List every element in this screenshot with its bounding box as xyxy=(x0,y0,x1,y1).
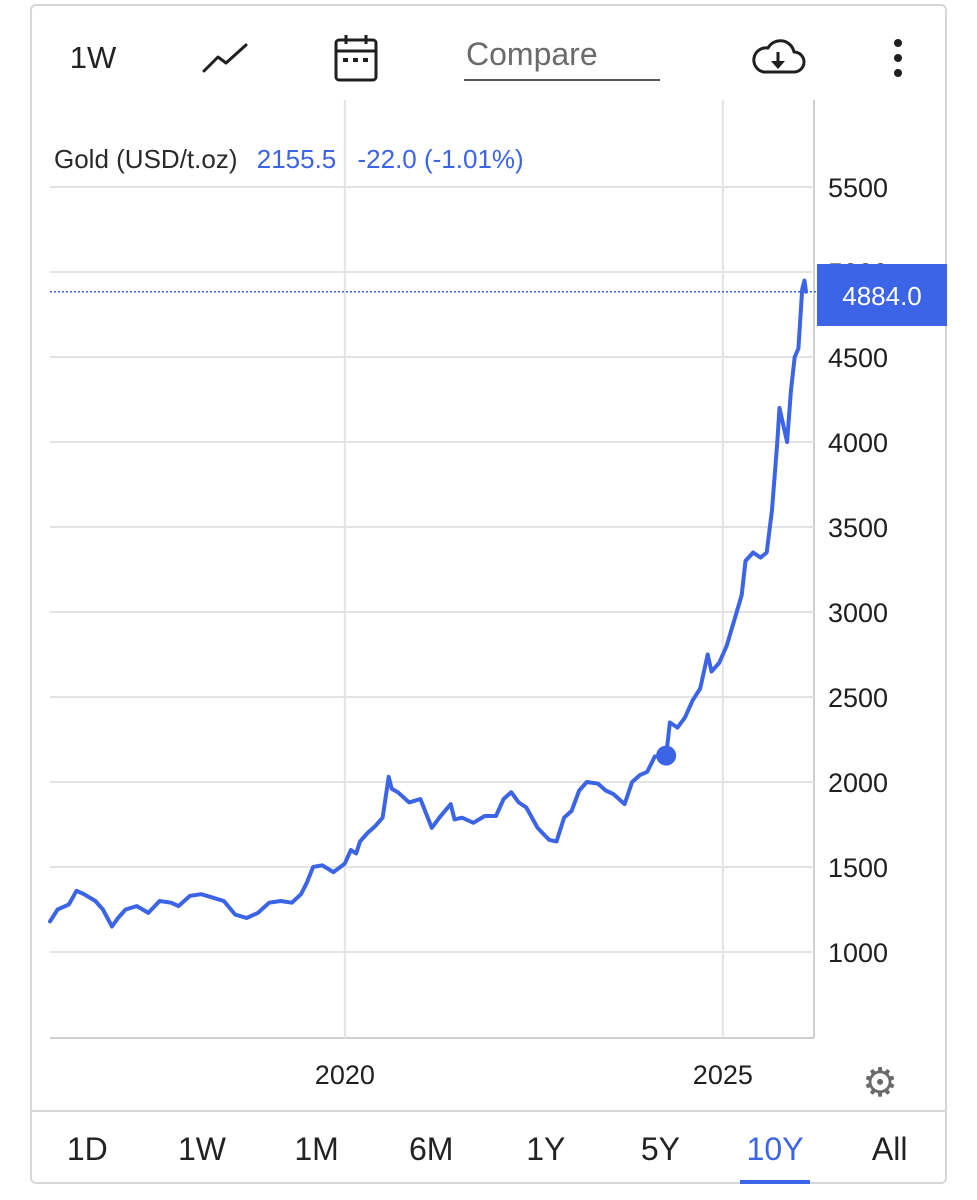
y-tick-label: 4000 xyxy=(828,428,888,458)
interval-selector[interactable]: 1W xyxy=(58,6,128,110)
grid xyxy=(50,100,815,1039)
y-tick-label: 1000 xyxy=(828,938,888,968)
chart-type-button[interactable] xyxy=(196,6,256,110)
y-tick-label: 1500 xyxy=(828,853,888,883)
more-options-button[interactable] xyxy=(880,6,916,110)
gold-price-line xyxy=(48,278,808,929)
y-tick-label: 3500 xyxy=(828,513,888,543)
gear-icon: ⚙ xyxy=(862,1060,898,1106)
settings-button[interactable]: ⚙ xyxy=(862,1060,898,1106)
current-price-tag: 4884.0 xyxy=(817,264,947,326)
download-button[interactable] xyxy=(748,6,808,110)
calendar-icon xyxy=(334,35,378,82)
range-button-5y[interactable]: 5Y xyxy=(640,1130,680,1167)
date-range-button[interactable] xyxy=(328,6,384,110)
axis-labels: 1000150020002500300035004000450050005500… xyxy=(315,173,888,1090)
range-button-6m[interactable]: 6M xyxy=(408,1130,454,1167)
series-layer xyxy=(48,278,817,929)
legend-name: Gold (USD/t.oz) xyxy=(54,144,238,174)
legend-value: 2155.5 xyxy=(257,144,337,174)
chart-widget: 1W xyxy=(30,4,947,1184)
range-button-1m[interactable]: 1M xyxy=(294,1130,339,1167)
y-tick-label: 3000 xyxy=(828,598,888,628)
range-button-1w[interactable]: 1W xyxy=(177,1130,226,1167)
y-tick-label: 2500 xyxy=(828,683,888,713)
legend-change: -22.0 (-1.01%) xyxy=(358,144,524,174)
y-tick-label: 2000 xyxy=(828,768,888,798)
more-vertical-icon xyxy=(894,39,902,77)
highlight-point xyxy=(656,745,677,766)
line-chart-icon xyxy=(202,43,248,73)
range-button-1d[interactable]: 1D xyxy=(66,1130,108,1167)
price-chart: 1000150020002500300035004000450050005500… xyxy=(48,100,947,1106)
range-selector: 1D 1W 1M 6M 1Y 5Y 10Y All xyxy=(30,1110,947,1186)
compare-input[interactable] xyxy=(464,35,660,81)
range-button-1y[interactable]: 1Y xyxy=(526,1130,566,1167)
x-tick-label: 2020 xyxy=(315,1060,375,1090)
y-tick-label: 4500 xyxy=(828,343,888,373)
interval-label: 1W xyxy=(69,40,117,75)
x-tick-label: 2025 xyxy=(693,1060,753,1090)
compare-field[interactable] xyxy=(464,6,660,110)
range-button-10y[interactable]: 10Y xyxy=(718,1112,833,1186)
y-tick-label: 5500 xyxy=(828,173,888,203)
cloud-download-icon xyxy=(752,39,806,74)
range-button-all[interactable]: All xyxy=(871,1130,908,1167)
chart-toolbar: 1W xyxy=(32,6,945,110)
chart-legend: Gold (USD/t.oz) 2155.5 -22.0 (-1.01%) xyxy=(54,144,524,174)
current-price-label: 4884.0 xyxy=(842,281,922,311)
